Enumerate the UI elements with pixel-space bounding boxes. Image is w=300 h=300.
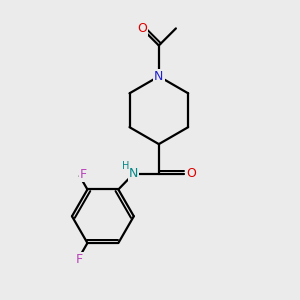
Text: H: H — [122, 161, 129, 171]
Text: O: O — [186, 167, 196, 180]
Text: N: N — [129, 167, 139, 180]
Text: N: N — [154, 70, 164, 83]
Text: O: O — [137, 22, 147, 35]
Text: F: F — [80, 168, 87, 181]
Text: F: F — [76, 254, 83, 266]
